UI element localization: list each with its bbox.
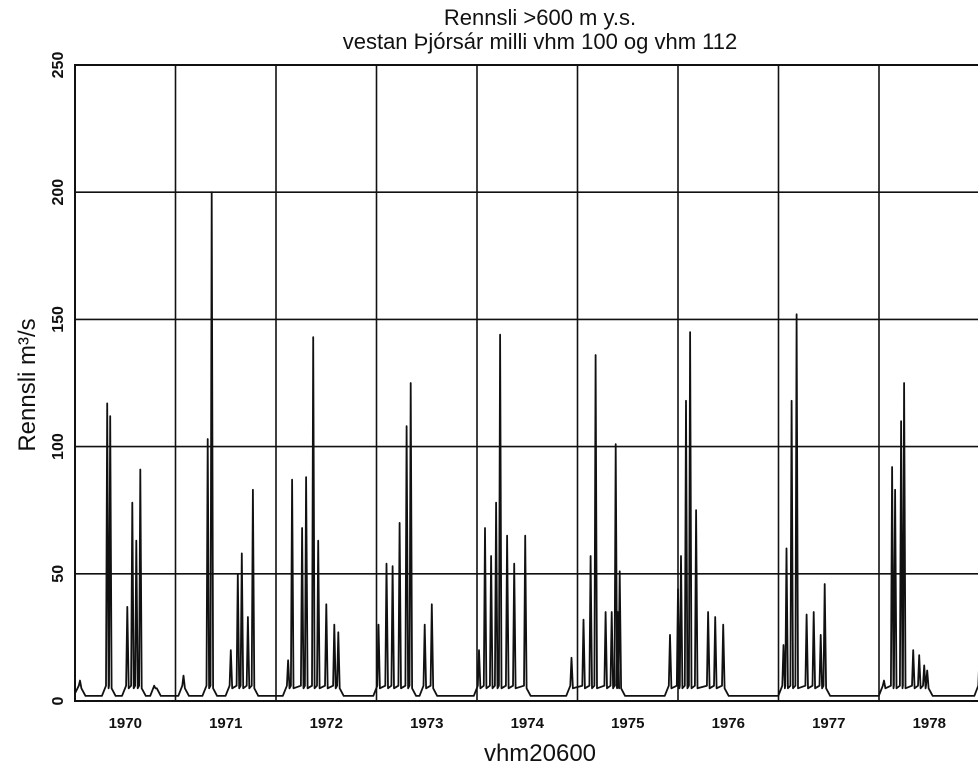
- y-tick-label: 150: [50, 306, 67, 333]
- chart-subtitle: vestan Þjórsár milli vhm 100 og vhm 112: [342, 29, 738, 54]
- x-tick-label: 1973: [410, 715, 443, 732]
- y-tick-label: 0: [50, 696, 67, 705]
- x-tick-label: 1975: [611, 715, 644, 732]
- x-axis-label: vhm20600: [483, 740, 597, 767]
- x-tick-label: 1974: [511, 715, 545, 732]
- y-tick-label: 250: [50, 52, 67, 79]
- plot-frame: [74, 64, 978, 702]
- discharge-series-line: [74, 191, 978, 697]
- y-tick-label: 50: [50, 565, 67, 583]
- x-tick-label: 1976: [712, 715, 745, 732]
- x-tick-label: 1971: [209, 715, 242, 732]
- chart-title: Rennsli >600 m y.s.: [443, 5, 637, 30]
- x-tick-label: 1977: [812, 715, 845, 732]
- x-tick-label: 1978: [913, 715, 946, 732]
- x-tick-label: 1972: [310, 715, 343, 732]
- y-tick-label: 200: [50, 179, 67, 206]
- y-tick-label: 100: [50, 433, 67, 460]
- x-tick-label: 1970: [109, 715, 142, 732]
